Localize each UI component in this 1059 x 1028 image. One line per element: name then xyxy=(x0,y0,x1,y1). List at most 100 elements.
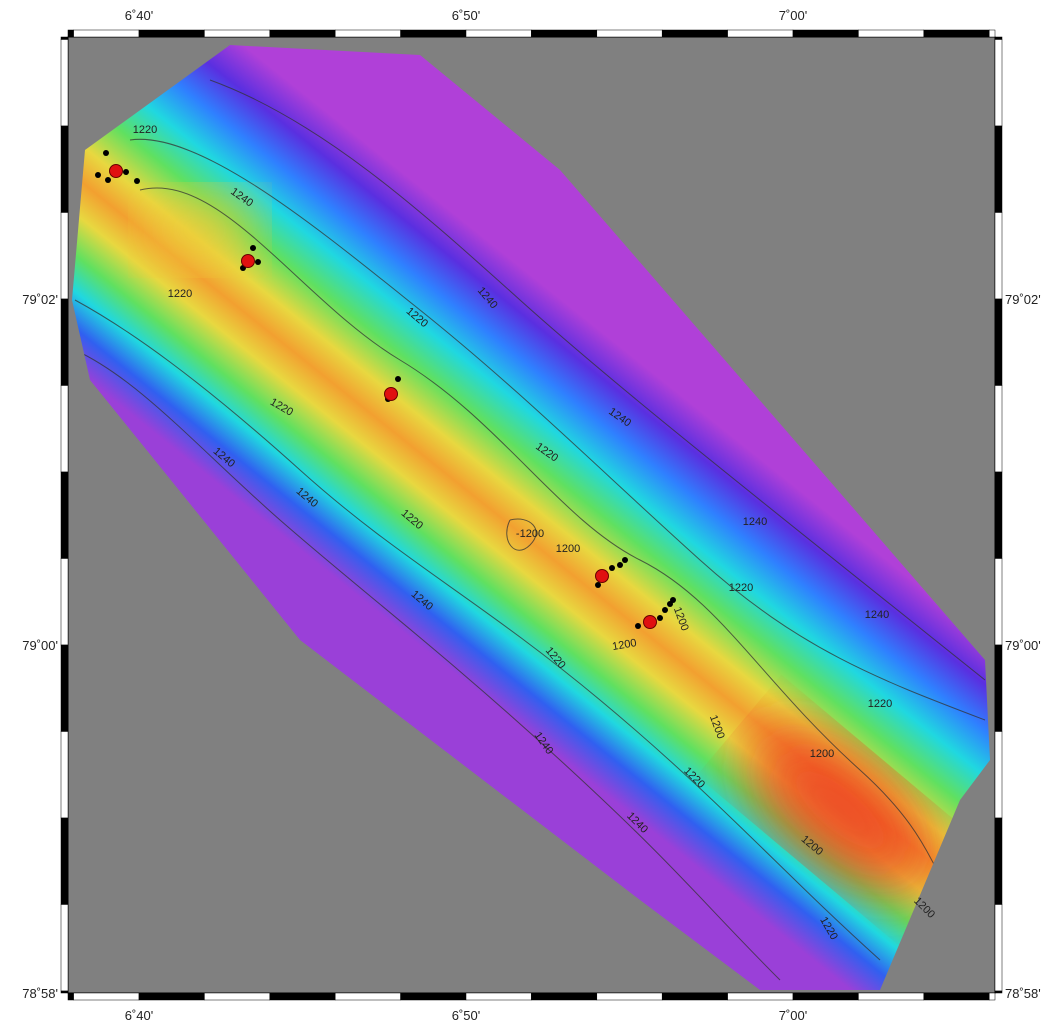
border-segment xyxy=(61,645,68,732)
map: 1220124012201220124012201240122012401240… xyxy=(0,0,1059,1028)
border-segment xyxy=(728,30,793,37)
bottom-tick-label: 6˚40' xyxy=(125,1008,154,1023)
border-segment xyxy=(989,993,995,1000)
black-dot xyxy=(395,376,401,382)
border-segment xyxy=(995,40,1002,127)
contour-label: 1220 xyxy=(168,288,192,300)
border-segment xyxy=(68,993,74,1000)
border-segment xyxy=(531,993,596,1000)
border-segment xyxy=(204,993,269,1000)
right-tick-label: 78˚58' xyxy=(1005,986,1041,1001)
border-segment xyxy=(466,30,531,37)
border-segment xyxy=(61,299,68,386)
black-dot xyxy=(95,172,101,178)
border-segment xyxy=(204,30,269,37)
black-dot xyxy=(595,582,601,588)
bottom-tick-label: 7˚00' xyxy=(779,1008,808,1023)
border-segment xyxy=(74,30,139,37)
contour-label: 1240 xyxy=(865,609,889,621)
contour-label: 1240 xyxy=(743,516,767,528)
border-segment xyxy=(61,213,68,300)
border-segment xyxy=(139,30,204,37)
border-segment xyxy=(995,472,1002,559)
border-segment xyxy=(61,472,68,559)
black-dot xyxy=(617,562,623,568)
left-tick-label: 79˚00' xyxy=(22,638,58,653)
black-dot xyxy=(635,623,641,629)
border-segment xyxy=(61,732,68,819)
contour-label: 1220 xyxy=(868,698,892,710)
left-tick-label: 79˚02' xyxy=(22,292,58,307)
border-segment xyxy=(270,30,335,37)
border-segment xyxy=(995,991,1002,993)
black-dot xyxy=(255,259,261,265)
contour-label: 1220 xyxy=(729,582,753,594)
black-dot xyxy=(123,169,129,175)
border-segment xyxy=(995,559,1002,646)
black-dot xyxy=(622,557,628,563)
border-segment xyxy=(61,40,68,127)
border-segment xyxy=(61,991,68,993)
right-tick-label: 79˚00' xyxy=(1005,638,1041,653)
border-segment xyxy=(61,559,68,646)
border-segment xyxy=(401,30,466,37)
border-segment xyxy=(995,732,1002,819)
red-dot xyxy=(110,165,123,178)
border-segment xyxy=(61,126,68,213)
border-segment xyxy=(74,993,139,1000)
border-segment xyxy=(989,30,995,37)
top-tick-label: 6˚40' xyxy=(125,8,154,23)
black-dot xyxy=(670,597,676,603)
border-segment xyxy=(662,993,727,1000)
border-segment xyxy=(793,993,858,1000)
border-segment xyxy=(597,993,662,1000)
black-dot xyxy=(105,177,111,183)
border-segment xyxy=(61,818,68,905)
border-segment xyxy=(995,37,1002,40)
border-segment xyxy=(597,30,662,37)
border-segment xyxy=(531,30,596,37)
contour-label: -1200 xyxy=(516,528,544,540)
border-segment xyxy=(335,993,400,1000)
contour-label: 1220 xyxy=(133,124,157,136)
page: {"map": { "top_ticks": ["6˚40'", "6˚50'"… xyxy=(0,0,1059,1028)
black-dot xyxy=(662,607,668,613)
red-dot xyxy=(242,255,255,268)
border-segment xyxy=(995,213,1002,300)
bottom-tick-label: 6˚50' xyxy=(452,1008,481,1023)
top-tick-label: 7˚00' xyxy=(779,8,808,23)
border-segment xyxy=(793,30,858,37)
border-segment xyxy=(61,905,68,992)
top-tick-label: 6˚50' xyxy=(452,8,481,23)
border-segment xyxy=(995,126,1002,213)
border-segment xyxy=(995,905,1002,992)
border-segment xyxy=(61,386,68,473)
black-dot xyxy=(103,150,109,156)
border-segment xyxy=(995,299,1002,386)
right-tick-label: 79˚02' xyxy=(1005,292,1041,307)
border-segment xyxy=(68,30,74,37)
black-dot xyxy=(134,178,140,184)
red-dot xyxy=(385,388,398,401)
border-segment xyxy=(270,993,335,1000)
border-segment xyxy=(662,30,727,37)
border-segment xyxy=(858,993,923,1000)
border-segment xyxy=(335,30,400,37)
black-dot xyxy=(250,245,256,251)
border-segment xyxy=(995,818,1002,905)
red-dot xyxy=(644,616,657,629)
border-segment xyxy=(61,37,68,40)
border-segment xyxy=(139,993,204,1000)
border-segment xyxy=(466,993,531,1000)
contour-label: 1200 xyxy=(556,543,580,555)
border-segment xyxy=(728,993,793,1000)
black-dot xyxy=(657,615,663,621)
border-segment xyxy=(995,386,1002,473)
border-segment xyxy=(995,645,1002,732)
black-dot xyxy=(609,565,615,571)
contour-label: 1200 xyxy=(810,748,834,760)
red-dot xyxy=(596,570,609,583)
border-segment xyxy=(924,993,989,1000)
border-segment xyxy=(401,993,466,1000)
border-segment xyxy=(924,30,989,37)
